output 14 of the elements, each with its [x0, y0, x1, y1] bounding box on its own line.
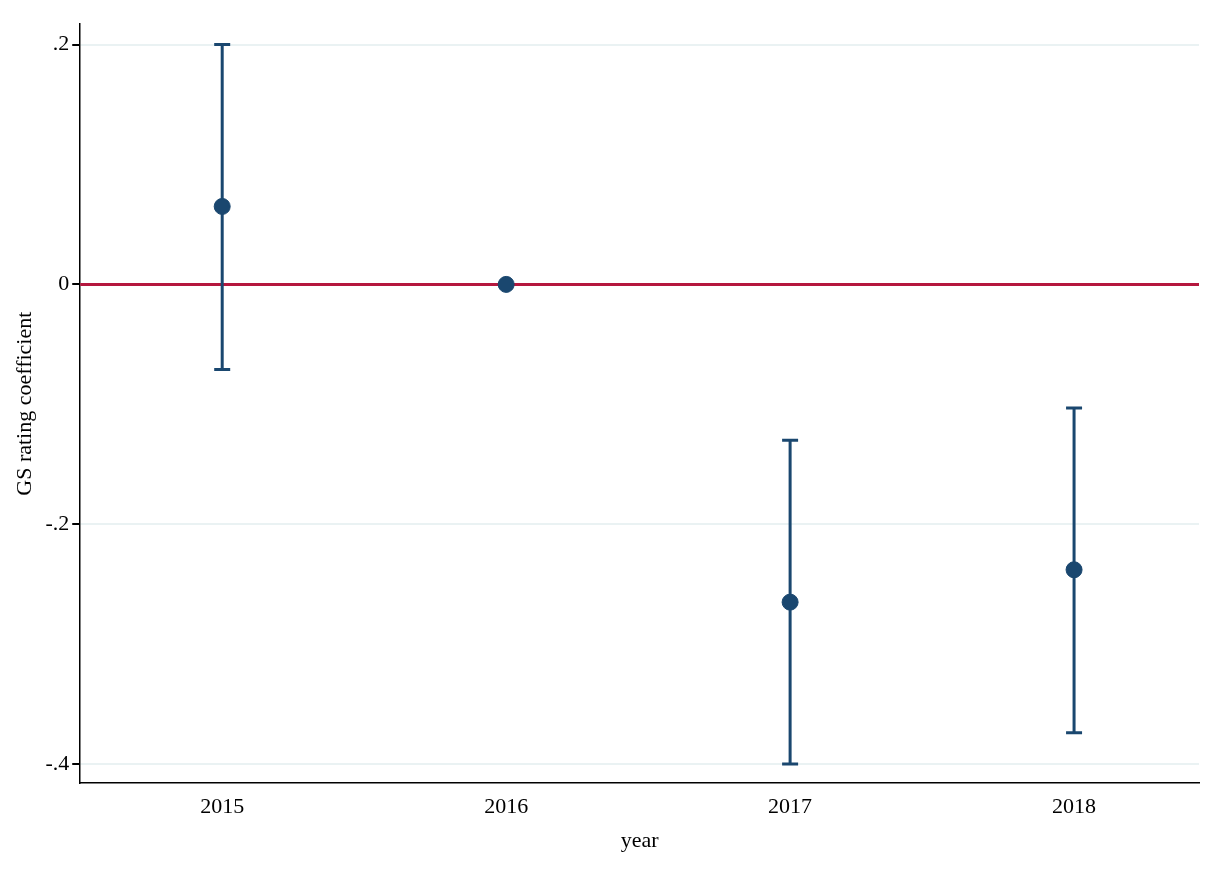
point: [781, 593, 799, 611]
x-tick-label: 2017: [768, 793, 813, 819]
x-tick-label: 2018: [1052, 793, 1097, 819]
y-tick-label: 0: [58, 270, 70, 296]
point: [497, 275, 515, 293]
x-tick-label: 2016: [484, 793, 529, 819]
x-tick-label: 2015: [200, 793, 245, 819]
point: [213, 197, 231, 215]
y-axis-title: GS rating coefficient: [10, 311, 36, 496]
x-axis-title: year: [620, 826, 660, 852]
y-tick-label: -.2: [45, 509, 70, 535]
y-tick-label: -.4: [45, 749, 70, 775]
point: [1065, 561, 1083, 579]
y-tick-label: .2: [52, 30, 70, 56]
